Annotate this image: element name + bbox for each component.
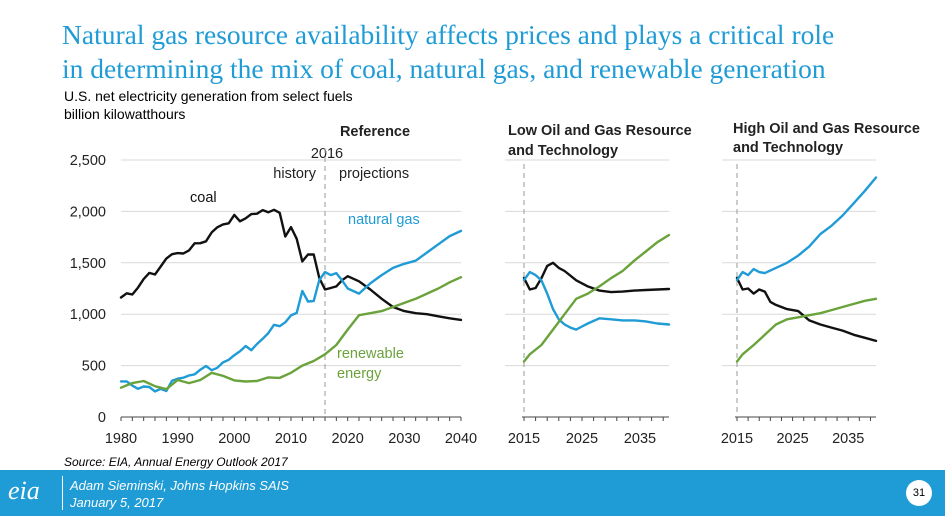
footer-date: January 5, 2017 [70, 495, 164, 510]
reference-x-tick-label: 2030 [388, 431, 420, 447]
reference-x-tick-label: 1980 [105, 431, 137, 447]
divider-year-label: 2016 [311, 146, 343, 162]
y-tick-label: 2,000 [70, 204, 106, 220]
high_resource-x-tick-label: 2025 [776, 431, 808, 447]
low_resource-renewable-line [522, 233, 671, 363]
reference-x-tick-label: 1990 [162, 431, 194, 447]
panel-title-high-line2: and Technology [733, 140, 843, 156]
footer-author: Adam Sieminski, Johns Hopkins SAIS [70, 478, 289, 493]
reference-renewable-line [119, 276, 463, 391]
slide-title: Natural gas resource availability affect… [62, 18, 932, 86]
y-tick-label: 500 [82, 359, 106, 375]
panel-title-reference: Reference [340, 124, 410, 140]
renewable-annotation-line2: energy [337, 366, 382, 382]
coal-annotation: coal [190, 190, 217, 206]
reference-x-tick-label: 2000 [218, 431, 250, 447]
reference-x-tick-label: 2010 [275, 431, 307, 447]
generation-chart: Reference Low Oil and Gas Resource and T… [70, 121, 920, 447]
panel-title-low-line2: and Technology [508, 143, 618, 159]
page-number: 31 [906, 480, 932, 506]
high_resource-x-tick-label: 2015 [721, 431, 753, 447]
panel-title-low-line1: Low Oil and Gas Resource [508, 123, 692, 139]
low_resource-x-tick-label: 2015 [508, 431, 540, 447]
projections-label: projections [339, 166, 409, 182]
y-tick-label: 0 [98, 410, 106, 426]
footer-divider [62, 476, 63, 510]
high_resource-renewable-line [735, 297, 878, 363]
source-note: Source: EIA, Annual Energy Outlook 2017 [64, 455, 288, 469]
panel-title-high-line1: High Oil and Gas Resource [733, 121, 920, 137]
slide-title-line1: Natural gas resource availability affect… [62, 19, 835, 50]
low_resource-x-tick-label: 2035 [624, 431, 656, 447]
y-tick-label: 2,500 [70, 153, 106, 169]
high_resource-x-tick-label: 2035 [832, 431, 864, 447]
footer-bar: eia Adam Sieminski, Johns Hopkins SAIS J… [0, 470, 945, 516]
chart-units: billion kilowatthours [64, 106, 186, 122]
low_resource-coal-line [522, 261, 671, 294]
natural-gas-annotation: natural gas [348, 212, 420, 228]
high_resource-natural-gas-line [735, 176, 878, 282]
reference-x-tick-label: 2040 [445, 431, 477, 447]
low_resource-x-tick-label: 2025 [566, 431, 598, 447]
low_resource-natural-gas-line [522, 270, 671, 331]
eia-logo: eia [8, 476, 40, 505]
high_resource-coal-line [735, 276, 878, 343]
y-tick-label: 1,000 [70, 307, 106, 323]
chart-subtitle: U.S. net electricity generation from sel… [64, 88, 353, 104]
y-tick-label: 1,500 [70, 256, 106, 272]
renewable-annotation-line1: renewable [337, 346, 404, 362]
reference-x-tick-label: 2020 [332, 431, 364, 447]
slide-title-line2: in determining the mix of coal, natural … [62, 53, 826, 84]
history-label: history [273, 166, 316, 182]
